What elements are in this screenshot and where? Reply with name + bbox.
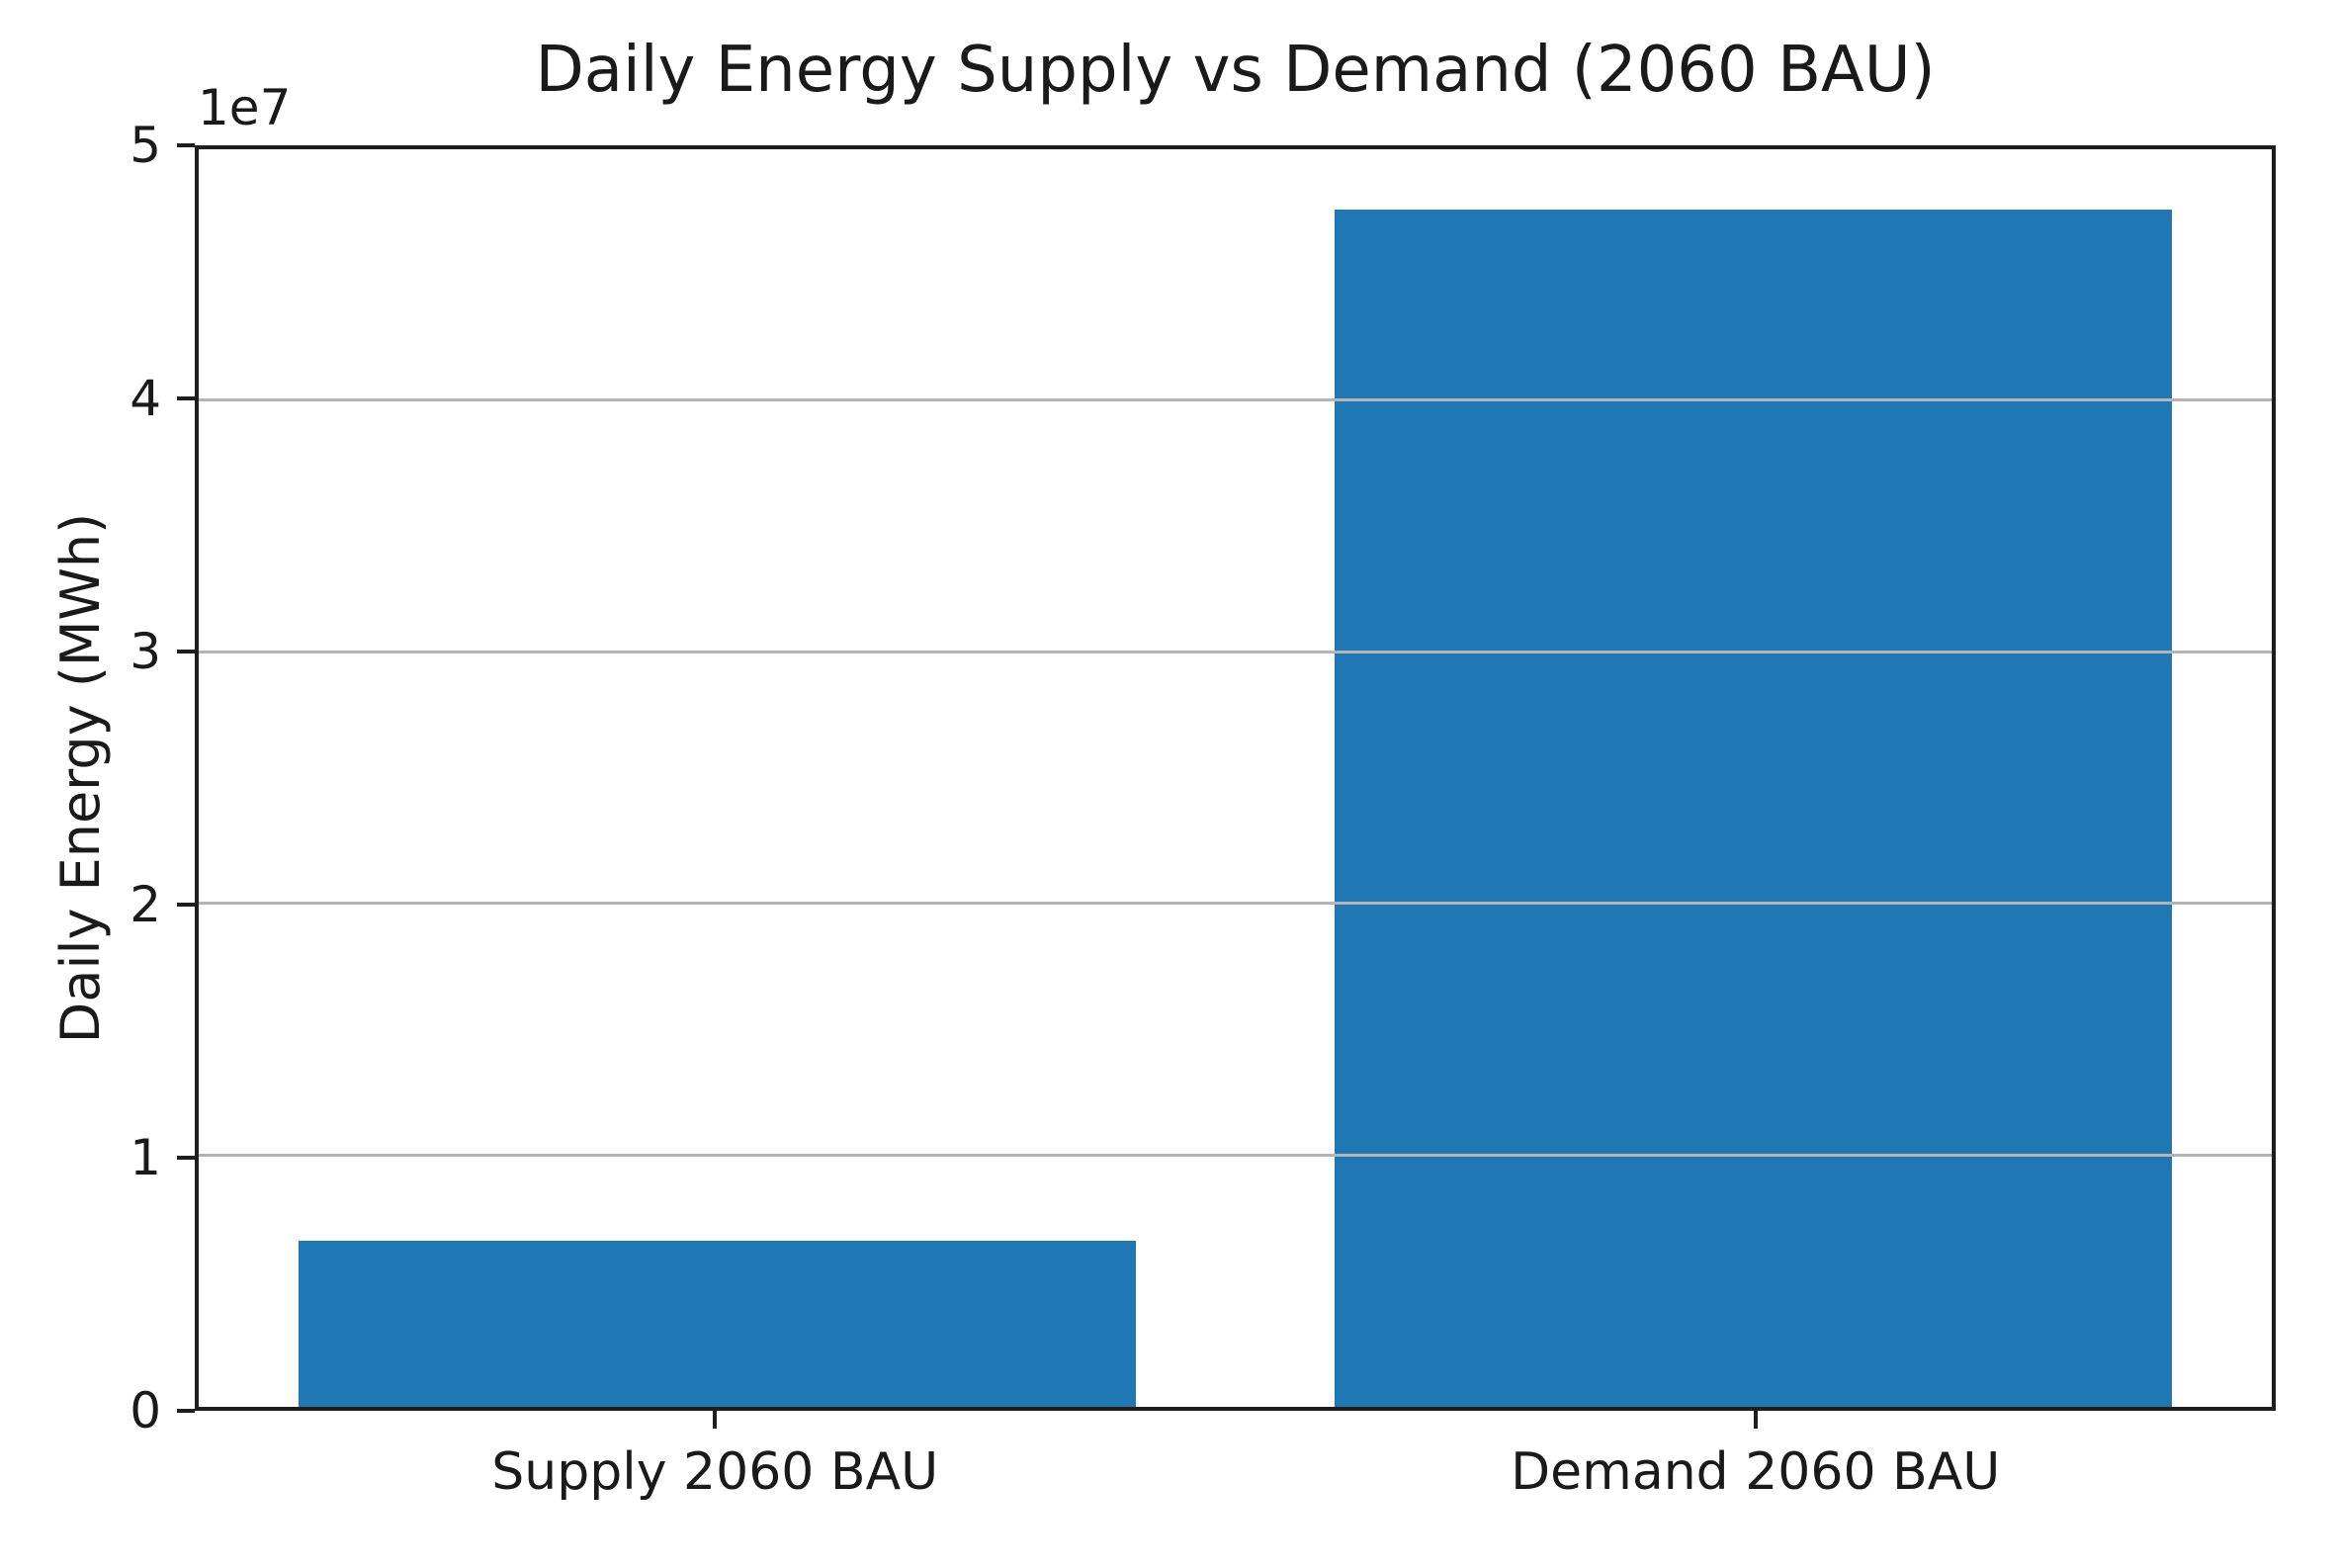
y-axis-offset-label: 1e7 — [198, 79, 292, 136]
gridline — [199, 1153, 2272, 1157]
bar-supply-2060-bau — [298, 1241, 1136, 1407]
plot-area — [195, 145, 2276, 1411]
y-tick-label: 1 — [130, 1129, 161, 1186]
x-tick-mark — [713, 1411, 718, 1429]
x-tick-label-demand-2060-bau: Demand 2060 BAU — [1511, 1442, 2001, 1502]
y-tick-mark — [177, 1156, 195, 1160]
x-tick-label-supply-2060-bau: Supply 2060 BAU — [491, 1442, 939, 1502]
gridline — [199, 902, 2272, 906]
y-tick-label: 3 — [130, 623, 161, 680]
y-tick-label: 0 — [130, 1382, 161, 1439]
bar-demand-2060-bau — [1335, 210, 2173, 1407]
y-tick-label: 5 — [130, 117, 161, 174]
y-tick-label: 4 — [130, 370, 161, 427]
gridline — [199, 398, 2272, 402]
x-tick-mark — [1753, 1411, 1758, 1429]
y-axis-label: Daily Energy (MWh) — [49, 512, 112, 1044]
gridline — [199, 650, 2272, 653]
chart-title: Daily Energy Supply vs Demand (2060 BAU) — [535, 34, 1936, 107]
y-tick-label: 2 — [130, 876, 161, 933]
y-tick-mark — [177, 1409, 195, 1413]
y-tick-mark — [177, 396, 195, 400]
y-tick-mark — [177, 143, 195, 147]
y-tick-mark — [177, 650, 195, 653]
y-tick-mark — [177, 903, 195, 907]
